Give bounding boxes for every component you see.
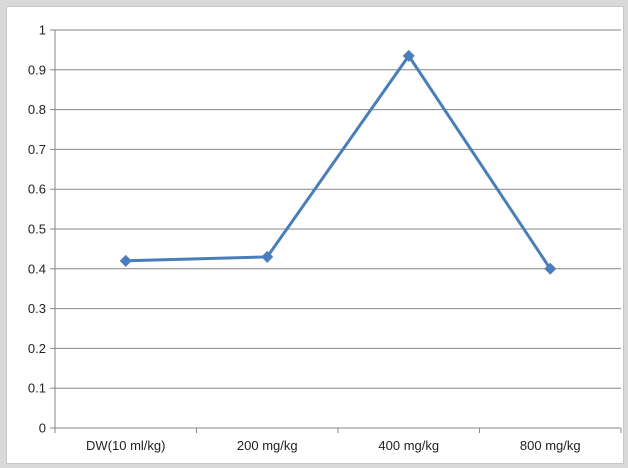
y-tick-label: 1	[39, 23, 46, 38]
x-tick-label: DW(10 ml/kg)	[86, 438, 165, 453]
y-tick-label: 0.3	[28, 301, 46, 316]
chart-frame: 0 0.1 0.2 0.3 0.4 0.5 0.6 0.7 0.8 0.9 1 DW(10 ml/k…	[6, 6, 624, 464]
axes	[50, 29, 622, 433]
data-point-marker	[261, 250, 274, 263]
y-tick-label: 0.2	[28, 341, 46, 356]
y-tick-label: 0.4	[28, 261, 46, 276]
series-line	[124, 54, 552, 271]
x-tick-label: 400 mg/kg	[378, 438, 439, 453]
y-tick-label: 0.5	[28, 222, 46, 237]
series-layer	[119, 49, 557, 275]
x-tick-label: 200 mg/kg	[237, 438, 298, 453]
y-tick-label: 0.9	[28, 62, 46, 77]
x-tick-labels: DW(10 ml/kg) 200 mg/kg 400 mg/kg 800 mg/kg	[86, 438, 581, 453]
gridlines	[55, 29, 621, 389]
data-point-marker	[402, 49, 415, 62]
y-tick-label: 0	[39, 421, 46, 436]
data-point-marker	[119, 254, 132, 267]
y-tick-labels: 0 0.1 0.2 0.3 0.4 0.5 0.6 0.7 0.8 0.9 1	[28, 23, 46, 436]
y-tick-label: 0.8	[28, 102, 46, 117]
x-tick-label: 800 mg/kg	[520, 438, 581, 453]
y-tick-label: 0.1	[28, 381, 46, 396]
y-tick-label: 0.7	[28, 142, 46, 157]
y-tick-label: 0.6	[28, 182, 46, 197]
line-chart: 0 0.1 0.2 0.3 0.4 0.5 0.6 0.7 0.8 0.9 1 DW(10 ml/k…	[28, 23, 622, 453]
data-point-marker	[544, 262, 557, 275]
